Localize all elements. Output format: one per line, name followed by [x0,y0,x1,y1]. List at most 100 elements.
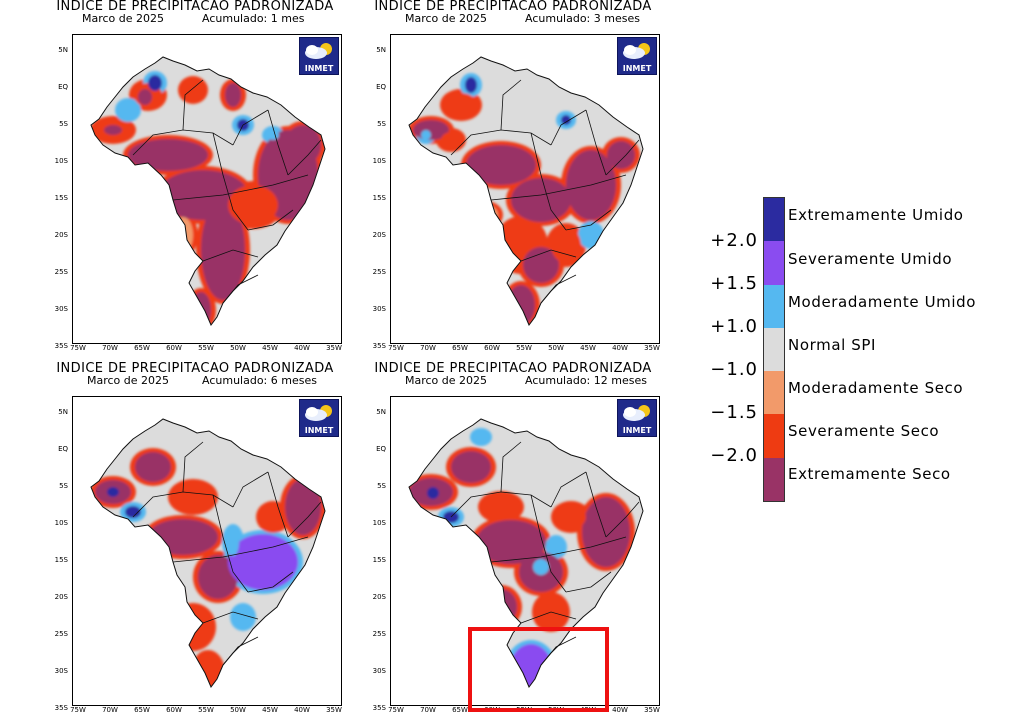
lon-tick-label: 40W [612,706,628,714]
inmet-logo-text: INMET [304,426,334,435]
state-border [287,139,322,176]
lon-tick-label: 35W [326,706,342,714]
lon-tick-label: 65W [134,706,150,714]
state-border [565,571,612,593]
inmet-logo: INMET [617,399,657,437]
lat-tick-label: 25S [372,268,386,276]
state-border [500,79,522,131]
cloud-sun-icon [623,405,650,421]
lat-tick-label: EQ [58,445,68,453]
state-border [212,132,249,231]
legend-swatch-moderadamente-seco [764,371,784,415]
spi-region-extremamente-seco [485,589,517,625]
spi-region-severamente-seco [445,93,477,117]
lat-tick-label: 20S [372,231,386,239]
spi-map-panel-3: INDICE DE PRECIPITACAO PADRONIZADA Marco … [55,362,382,722]
legend-tick-minus-2: −2.0 [710,445,758,466]
cloud-sun-icon [305,43,332,59]
state-border [267,471,289,538]
lon-tick-label: 55W [516,344,532,352]
state-border [490,174,627,201]
spi-map [90,418,326,688]
state-border [550,471,587,508]
map-frame: INMET [72,34,342,344]
state-border [585,109,607,176]
lon-tick-label: 65W [134,344,150,352]
lat-tick-label: 5S [377,482,386,490]
state-border [585,471,607,538]
state-border [202,249,259,262]
panel-subtitle-month: Marco de 2025 [87,374,170,387]
legend-swatch-extremamente-umido [764,198,784,242]
spi-region-moderadamente-seco [156,583,180,611]
lat-tick-label: 5N [376,46,386,54]
state-border [232,471,269,508]
spi-region-extremamente-seco [285,125,321,165]
spi-region-moderadamente-umido [120,102,136,118]
lon-tick-label: 40W [612,344,628,352]
lat-tick-label: 25S [372,630,386,638]
legend-label-extremamente-seco: Extremamente Seco [788,465,951,483]
lon-tick-label: 65W [452,344,468,352]
spi-region-extremamente-seco [135,452,171,482]
state-border [520,611,577,624]
lat-tick-label: 5N [58,408,68,416]
spi-region-severamente-seco [551,227,581,263]
legend-tick-plus-2: +2.0 [710,230,758,251]
spi-region-moderadamente-seco [474,205,498,225]
state-border [520,249,577,262]
spi-region-extremamente-seco [191,292,211,325]
spi-region-extremamente-seco [128,139,208,171]
state-border [287,501,322,538]
spi-region-extremamente-seco [138,89,152,105]
lat-tick-label: 20S [54,231,68,239]
lon-tick-label: 40W [294,344,310,352]
lon-tick-label: 70W [420,344,436,352]
spi-region-severamente-seco [183,80,203,100]
lon-tick-label: 40W [294,706,310,714]
lat-tick-label: 15S [54,556,68,564]
legend-label-severamente-seco: Severamente Seco [788,422,940,440]
legend-swatch-moderadamente-umido [764,284,784,328]
spi-region-extremamente-seco [198,555,238,599]
panel-subtitle-accumulation: Acumulado: 12 meses [525,374,647,387]
spi-map-panel-2: INDICE DE PRECIPITACAO PADRONIZADA Marco … [373,0,700,360]
state-border [247,209,294,231]
lon-tick-label: 35W [644,706,660,714]
cloud-sun-icon [623,43,650,59]
lat-tick-label: 25S [54,630,68,638]
state-border [530,494,567,593]
legend-label-normal-spi: Normal SPI [788,336,877,354]
state-border [605,501,640,538]
spi-region-extremamente-seco [201,200,245,300]
spi-region-extremamente-seco [523,247,559,283]
lon-tick-label: 70W [102,706,118,714]
lat-tick-label: 5S [59,120,68,128]
state-border [182,79,204,131]
legend-tick-plus-1: +1.0 [710,316,758,337]
state-border [247,571,294,593]
panel-title: INDICE DE PRECIPITACAO PADRONIZADA [56,361,334,376]
lon-tick-label: 50W [230,344,246,352]
map-frame: INMET [390,34,660,344]
spi-map-panel-1: INDICE DE PRECIPITACAO PADRONIZADA Marco … [55,0,382,360]
legend-tick-minus-1: −1.0 [710,359,758,380]
state-border [212,494,249,593]
spi-region-extremamente-umido [465,77,477,93]
legend-label-severamente-umido: Severamente Umido [788,250,953,268]
lon-tick-label: 75W [70,706,86,714]
state-border [550,109,587,146]
lat-tick-label: EQ [58,83,68,91]
panel-subtitle-month: Marco de 2025 [82,12,165,25]
legend-swatch-severamente-umido [764,241,784,285]
spi-map [408,56,644,326]
panel-subtitle-accumulation: Acumulado: 3 meses [525,12,640,25]
legend-swatch-extremamente-seco [764,457,784,502]
inmet-logo-text: INMET [304,64,334,73]
state-border [172,174,309,201]
legend-tick-plus-1-5: +1.5 [710,273,758,294]
lat-tick-label: 10S [372,519,386,527]
lat-tick-label: 5S [377,120,386,128]
map-frame: INMET [72,396,342,706]
lon-tick-label: 65W [452,706,468,714]
